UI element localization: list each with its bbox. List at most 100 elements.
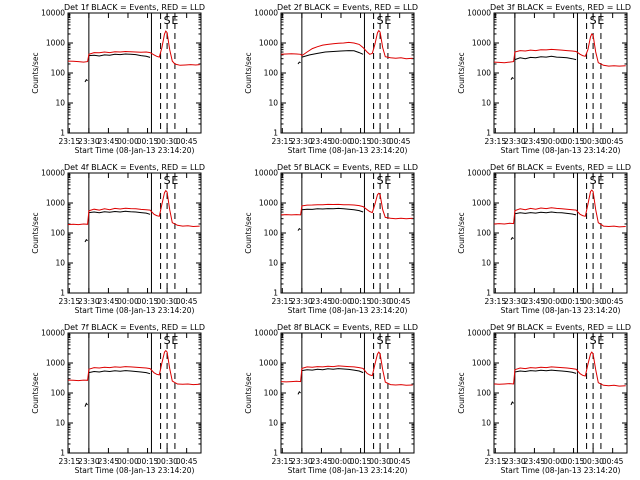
subplot-title: Det 8f BLACK = Events, RED = LLD xyxy=(277,323,418,332)
x-tick-label: 23:30 xyxy=(78,297,100,306)
x-tick-label: 00:00 xyxy=(117,137,139,146)
x-tick-label: 23:45 xyxy=(524,457,546,466)
marker-label: S xyxy=(377,14,384,27)
y-axis-label: Counts/sec xyxy=(457,52,466,93)
marker-label: S xyxy=(590,174,597,187)
subplot-title: Det 2f BLACK = Events, RED = LLD xyxy=(277,3,418,12)
x-tick-label: 00:30 xyxy=(156,297,178,306)
subplot-title: Det 4f BLACK = Events, RED = LLD xyxy=(64,163,205,172)
subplot-6: 1 10 100 1000 10000 23:1523:3023:4500:0000:15… xyxy=(457,163,631,315)
series-line-lld xyxy=(280,192,413,220)
subplot-9: 1 10 100 1000 10000 23:1523:3023:4500:0000:15… xyxy=(457,323,631,475)
marker-label: E xyxy=(597,174,604,187)
y-tick-label: 100 xyxy=(51,229,66,238)
x-tick-label: 00:00 xyxy=(330,297,352,306)
y-tick-label: 1000 xyxy=(46,199,65,208)
y-tick-label: 100 xyxy=(51,389,66,398)
y-tick-label: 10000 xyxy=(41,329,65,338)
x-axis-label: Start Time (08-Jan-13 23:14:20) xyxy=(288,146,408,155)
series-line-events xyxy=(514,211,577,216)
y-tick-label: 1000 xyxy=(46,359,65,368)
y-axis-label: Counts/sec xyxy=(457,372,466,413)
series-line-events xyxy=(514,55,577,61)
x-tick-label: 00:15 xyxy=(563,297,585,306)
x-tick-label: 00:30 xyxy=(369,457,391,466)
x-axis-label: Start Time (08-Jan-13 23:14:20) xyxy=(288,306,408,315)
y-tick-label: 10000 xyxy=(41,9,65,18)
y-tick-label: 1 xyxy=(273,449,278,458)
y-tick-label: 1 xyxy=(273,129,278,138)
series-line-lld xyxy=(280,351,413,386)
y-tick-label: 1 xyxy=(273,289,278,298)
x-tick-label: 00:30 xyxy=(369,297,391,306)
y-tick-label: 1000 xyxy=(472,199,491,208)
series-line-lld xyxy=(67,30,200,66)
x-tick-label: 00:45 xyxy=(389,137,411,146)
x-tick-label: 00:00 xyxy=(543,457,565,466)
y-tick-label: 100 xyxy=(264,389,279,398)
plot-frame xyxy=(67,332,202,454)
subplot-5: 1 10 100 1000 10000 23:1523:3023:4500:0000:15… xyxy=(244,163,418,315)
subplot-title: Det 9f BLACK = Events, RED = LLD xyxy=(490,323,631,332)
x-tick-label: 00:00 xyxy=(330,137,352,146)
series-line-events xyxy=(84,402,88,407)
y-axis-label: Counts/sec xyxy=(31,52,40,93)
y-tick-label: 100 xyxy=(51,69,66,78)
x-tick-label: 23:30 xyxy=(504,457,526,466)
series-line-events xyxy=(88,370,151,375)
subplot-1: 1 10 100 1000 10000 23:1523:3023:4500:0000:15… xyxy=(31,3,205,155)
x-tick-label: 00:00 xyxy=(117,457,139,466)
y-tick-label: 10 xyxy=(481,259,491,268)
marker-label: S xyxy=(377,174,384,187)
x-tick-label: 23:45 xyxy=(311,137,333,146)
y-tick-label: 10000 xyxy=(41,169,65,178)
marker-label: S xyxy=(164,14,171,27)
x-tick-label: 23:45 xyxy=(524,137,546,146)
y-tick-label: 1 xyxy=(60,289,65,298)
x-tick-label: 00:45 xyxy=(389,297,411,306)
y-tick-label: 1000 xyxy=(259,39,278,48)
series-line-events xyxy=(88,210,151,215)
subplot-7: 1 10 100 1000 10000 23:1523:3023:4500:0000:15… xyxy=(31,323,205,475)
subplot-4: 1 10 100 1000 10000 23:1523:3023:4500:0000:15… xyxy=(31,163,205,315)
subplot-3: 1 10 100 1000 10000 23:1523:3023:4500:0000:15… xyxy=(457,3,631,155)
y-axis-label: Counts/sec xyxy=(31,372,40,413)
y-tick-label: 10000 xyxy=(467,9,491,18)
marker-label: E xyxy=(597,334,604,347)
x-tick-label: 23:30 xyxy=(78,137,100,146)
plot-frame xyxy=(280,332,415,454)
marker-label: S xyxy=(590,14,597,27)
x-tick-label: 00:45 xyxy=(602,457,624,466)
y-tick-label: 100 xyxy=(477,229,492,238)
marker-label: E xyxy=(171,334,178,347)
x-tick-label: 23:15 xyxy=(58,297,80,306)
x-tick-label: 00:00 xyxy=(543,297,565,306)
x-tick-label: 23:15 xyxy=(58,457,80,466)
x-tick-label: 00:15 xyxy=(137,137,159,146)
x-tick-label: 00:15 xyxy=(563,457,585,466)
x-tick-label: 00:45 xyxy=(602,297,624,306)
y-tick-label: 100 xyxy=(264,229,279,238)
x-tick-label: 00:00 xyxy=(117,297,139,306)
y-axis-label: Counts/sec xyxy=(244,212,253,253)
series-line-events xyxy=(301,368,364,374)
series-line-lld xyxy=(493,189,626,228)
series-line-lld xyxy=(280,29,413,60)
y-tick-label: 1 xyxy=(486,449,491,458)
x-tick-label: 23:30 xyxy=(291,457,313,466)
y-tick-label: 10000 xyxy=(254,329,278,338)
y-tick-label: 1 xyxy=(486,289,491,298)
x-tick-label: 00:45 xyxy=(176,137,198,146)
x-tick-label: 00:00 xyxy=(330,457,352,466)
marker-label: E xyxy=(384,334,391,347)
y-axis-label: Counts/sec xyxy=(244,372,253,413)
x-tick-label: 00:15 xyxy=(137,457,159,466)
x-tick-label: 00:30 xyxy=(156,137,178,146)
y-tick-label: 10 xyxy=(268,419,278,428)
x-tick-label: 23:45 xyxy=(524,297,546,306)
marker-label: E xyxy=(597,14,604,27)
series-line-events xyxy=(88,53,151,58)
series-line-events xyxy=(84,78,88,83)
y-tick-label: 10000 xyxy=(467,329,491,338)
